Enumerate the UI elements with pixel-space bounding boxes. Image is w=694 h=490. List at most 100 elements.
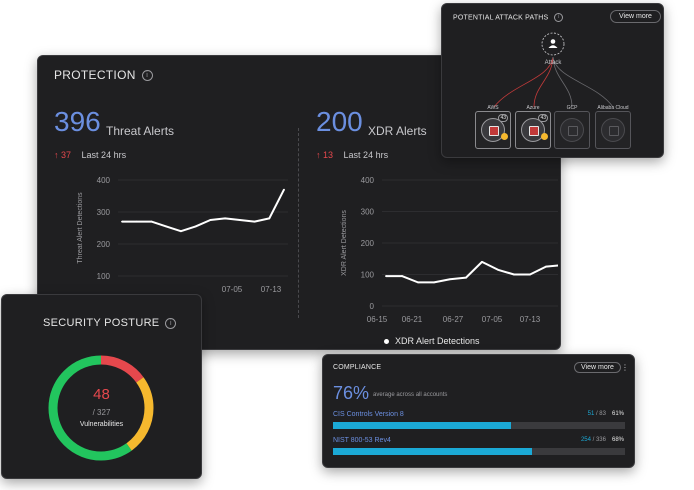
data-point (283, 188, 285, 191)
server-icon (560, 118, 584, 142)
x-tick-label: 07-13 (261, 285, 282, 294)
data-point (150, 220, 153, 223)
data-point (385, 275, 387, 277)
y-tick-label: 100 (97, 272, 111, 281)
compliance-progress-track (333, 422, 625, 429)
x-tick-label: 06-21 (402, 315, 423, 324)
data-point (481, 261, 483, 263)
chart-legend: XDR Alert Detections (384, 336, 480, 346)
attack-node-aws[interactable]: 43 (475, 111, 511, 149)
donut-segment-yellow (48, 355, 154, 461)
total-count: / 336 (590, 437, 606, 443)
cloud-resource-icon (568, 126, 578, 136)
data-point (194, 225, 197, 228)
server-icon (601, 118, 625, 142)
compliance-progress-fill (333, 422, 512, 429)
data-point (401, 275, 403, 277)
y-tick-label: 0 (370, 302, 375, 311)
cloud-resource-icon (529, 126, 539, 136)
attack-node-azure[interactable]: 43 (515, 111, 551, 149)
x-tick-label: 07-05 (482, 315, 503, 324)
compliance-title: COMPLIANCE (333, 364, 382, 371)
x-tick-label: 07-05 (222, 285, 243, 294)
data-point (417, 281, 419, 284)
data-point (465, 276, 467, 279)
threat-delta: ↑ 37 Last 24 hrs (54, 150, 127, 160)
compliance-percent: 76% (333, 383, 370, 403)
arrow-up-icon: ↑ (316, 150, 321, 160)
info-icon[interactable]: i (554, 13, 564, 22)
data-point (224, 217, 226, 220)
attack-node-gcp[interactable] (554, 111, 590, 149)
donut-segment-green (48, 355, 154, 461)
warning-icon (541, 133, 548, 140)
compliance-progress-fill (333, 448, 532, 455)
data-point (529, 273, 531, 276)
passed-count: 51 (587, 411, 595, 417)
info-icon[interactable]: i (165, 317, 177, 329)
attack-path-graph: Attack (493, 32, 614, 108)
view-more-button[interactable]: View more (574, 362, 621, 373)
xdr-alert-chart: 400 300 200 100 0 XDR Alert Detections 06-15 06… (341, 176, 558, 324)
alert-count-badge: 43 (498, 114, 508, 122)
compliance-percent-value: 68% (611, 437, 624, 443)
data-point (165, 225, 168, 228)
protection-title: PROTECTION i (54, 68, 153, 82)
data-point (268, 217, 271, 220)
data-point (238, 219, 241, 221)
xdr-delta: ↑ 13 Last 24 hrs (316, 150, 389, 160)
data-point (135, 220, 138, 223)
alert-count-badge: 43 (538, 114, 548, 122)
y-tick-label: 100 (361, 271, 375, 280)
security-posture-card: SECURITY POSTURE i 48 / 327 Vulnerabiliti… (1, 294, 202, 479)
compliance-item-name[interactable]: CIS Controls Version 8 (333, 411, 404, 418)
attack-paths-title: POTENTIAL ATTACK PATHS i (453, 13, 564, 22)
cloud-resource-icon (489, 126, 499, 136)
y-axis-label: Threat Alert Detections (77, 192, 84, 264)
posture-title: SECURITY POSTURE i (43, 317, 177, 329)
x-tick-label: 06-15 (367, 315, 388, 324)
y-tick-label: 200 (97, 240, 111, 249)
xdr-alerts-count: 200 (316, 106, 363, 137)
vulnerability-label: Vulnerabilities (79, 421, 124, 428)
data-point (180, 230, 182, 233)
attack-paths-card: POTENTIAL ATTACK PATHS i View more Attack… (441, 3, 664, 158)
data-point (209, 219, 212, 221)
compliance-item-name[interactable]: NIST 800-53 Rev4 (333, 437, 391, 444)
vulnerability-donut (48, 355, 154, 461)
attack-root-node[interactable] (541, 32, 565, 56)
compliance-percent-value: 61% (611, 411, 624, 417)
total-count: / 83 (594, 411, 606, 417)
cloud-resource-icon (609, 126, 619, 136)
more-options-icon[interactable]: ⋮ (621, 363, 629, 372)
attack-root-label: Attack (545, 60, 563, 66)
data-point (449, 278, 451, 281)
attack-node-label: AWS (487, 105, 499, 111)
y-tick-label: 300 (97, 208, 111, 217)
attack-path-edges (493, 56, 614, 108)
data-point (433, 281, 435, 284)
attack-node-label: Alibaba Cloud (597, 105, 629, 111)
threat-alert-chart: 400 300 200 100 Threat Alert Detections 07-05… (77, 176, 288, 294)
compliance-subtitle: average across all accounts (373, 392, 448, 398)
arrow-up-icon: ↑ (54, 150, 59, 160)
compliance-item-stats: 254 / 336 68% (581, 437, 624, 443)
attack-node-alibaba-cloud[interactable] (595, 111, 631, 149)
data-point (513, 273, 515, 276)
y-tick-label: 400 (361, 176, 375, 185)
compliance-item-stats: 51 / 83 61% (588, 411, 624, 417)
compliance-progress-track (333, 448, 625, 455)
data-point (253, 220, 256, 223)
attack-node-label: GCP (566, 105, 578, 111)
info-icon[interactable]: i (141, 70, 153, 82)
y-tick-label: 300 (361, 208, 375, 217)
x-tick-label: 06-27 (443, 315, 464, 324)
y-axis-label: XDR Alert Detections (341, 210, 348, 276)
divider (298, 128, 299, 318)
view-more-button[interactable]: View more (610, 10, 661, 23)
passed-count: 254 (580, 437, 591, 443)
legend-dot (384, 339, 389, 345)
vulnerability-count: 48 (93, 386, 110, 403)
data-point (121, 220, 123, 223)
user-icon (548, 39, 558, 48)
